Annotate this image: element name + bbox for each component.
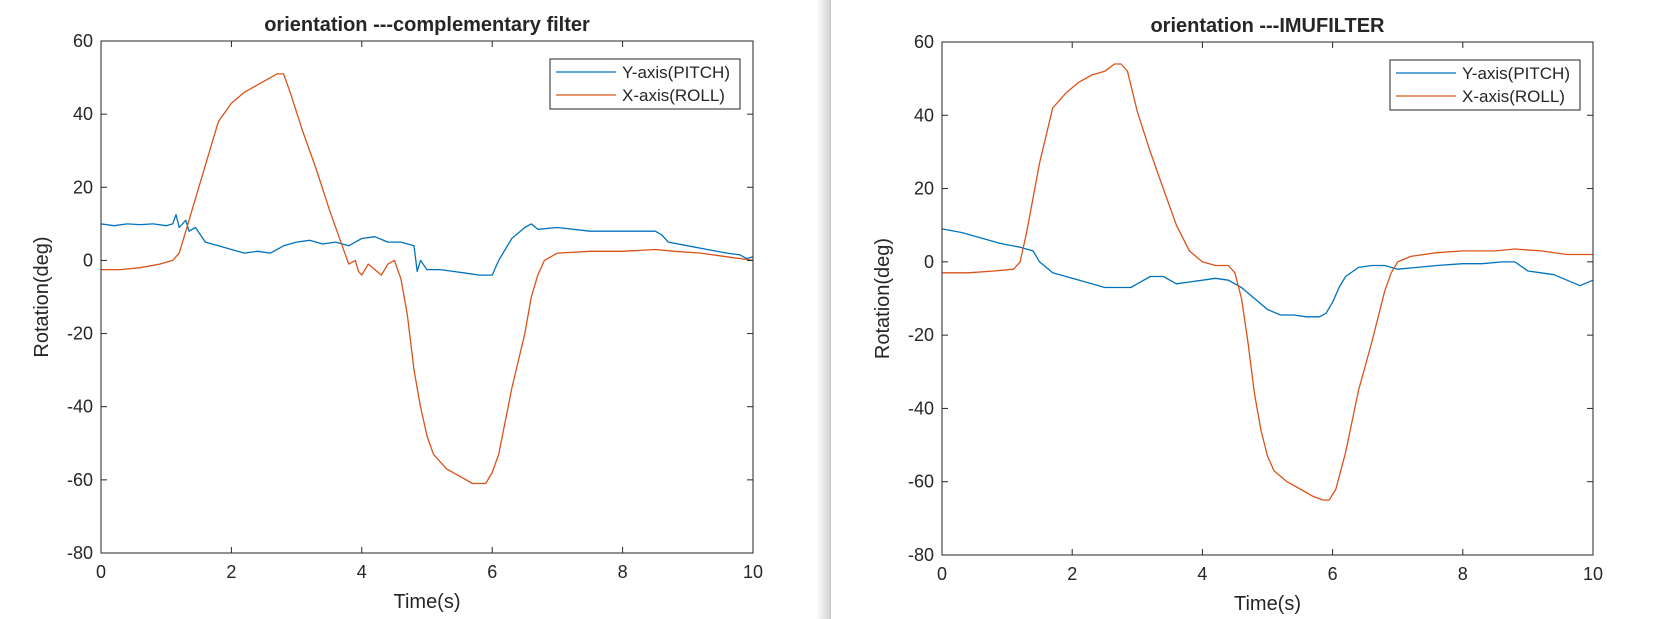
axes-box	[100, 40, 754, 554]
chart-imufilter: orientation ---IMUFILTER 0 2 4 6 8 10 60 40 20 0 -2…	[872, 15, 1603, 615]
figure-window-complementary: orientation ---complementary filter 0 2 4 6 8…	[0, 0, 830, 619]
x-axis-label: Time(s)	[393, 591, 460, 613]
y-tick-label: 20	[73, 177, 93, 197]
x-tick-label: 6	[487, 562, 497, 582]
y-tick-label: 60	[914, 32, 934, 52]
legend-label-pitch: Y-axis(PITCH)	[1462, 64, 1570, 83]
x-tick-label: 2	[1067, 564, 1077, 584]
legend-box	[549, 58, 741, 110]
y-tick-label: 20	[914, 179, 934, 199]
y-tick-label: 0	[83, 250, 93, 270]
y-tick-label: 0	[924, 252, 934, 272]
x-tick-label: 10	[743, 562, 763, 582]
y-tick-label: 60	[73, 31, 93, 51]
x-tick-label: 4	[357, 562, 367, 582]
series-line-pitch	[100, 214, 754, 276]
x-tick-label: 10	[1583, 564, 1603, 584]
x-tick-label: 4	[1197, 564, 1207, 584]
y-tick-label: -60	[67, 470, 93, 490]
legend: Y-axis(PITCH) X-axis(ROLL)	[1389, 59, 1581, 111]
y-tick-label: -40	[908, 398, 934, 418]
legend-label-roll: X-axis(ROLL)	[622, 86, 725, 105]
x-tick-label: 8	[618, 562, 628, 582]
legend-label-pitch: Y-axis(PITCH)	[622, 63, 730, 82]
plot-area	[941, 63, 1594, 501]
y-tick-label: -20	[67, 324, 93, 344]
figure-window-imufilter: orientation ---IMUFILTER 0 2 4 6 8 10 60 40 20 0 -2…	[830, 0, 1673, 619]
x-tick-label: 2	[226, 562, 236, 582]
y-tick-label: 40	[914, 105, 934, 125]
y-axis-label: Rotation(deg)	[872, 238, 894, 359]
y-tick-label: -20	[908, 325, 934, 345]
x-tick-label: 8	[1458, 564, 1468, 584]
y-tick-label: -80	[908, 545, 934, 565]
chart-title: orientation ---complementary filter	[264, 14, 590, 36]
axes-box	[941, 41, 1594, 556]
y-tick-label: 40	[73, 104, 93, 124]
legend-label-roll: X-axis(ROLL)	[1462, 87, 1565, 106]
x-tick-label: 0	[937, 564, 947, 584]
legend: Y-axis(PITCH) X-axis(ROLL)	[549, 58, 741, 110]
chart-title: orientation ---IMUFILTER	[1150, 15, 1385, 37]
y-tick-label: -40	[67, 397, 93, 417]
legend-box	[1389, 59, 1581, 111]
x-tick-label: 6	[1328, 564, 1338, 584]
x-axis-label: Time(s)	[1234, 593, 1301, 615]
x-tick-label: 0	[96, 562, 106, 582]
y-axis-label: Rotation(deg)	[31, 236, 53, 357]
series-line-pitch	[941, 228, 1594, 318]
series-line-roll	[101, 73, 754, 485]
series-line-roll	[942, 63, 1593, 501]
window-divider	[816, 0, 832, 619]
chart-complementary-filter: orientation ---complementary filter 0 2 4 6 8…	[31, 14, 763, 613]
y-tick-label: -60	[908, 472, 934, 492]
y-tick-label: -80	[67, 543, 93, 563]
plot-area	[100, 73, 754, 485]
